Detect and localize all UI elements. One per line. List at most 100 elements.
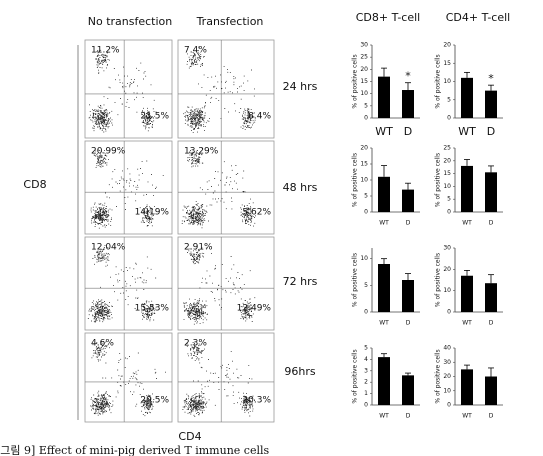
flow-panel [177,140,275,235]
y-tick-label: 20 [443,373,451,380]
flow-x-label: CD4 [178,430,201,443]
quadrant-percent: 8.4% [248,112,271,122]
quadrant-percent: 12.49% [237,304,272,314]
flow-dots [183,46,256,134]
x-tick-label: D [404,125,412,138]
x-tick-label: WT [462,320,472,327]
y-tick-label: 0 [364,402,368,409]
row-label: 48 hrs [283,181,318,194]
chart-header: CD8+ T-cell [356,11,420,24]
bar [461,275,473,312]
x-tick-label: D [489,220,494,227]
flow-panel [177,236,275,331]
y-tick-label: 5 [447,96,451,103]
quadrant-percent: 7.4% [184,46,207,56]
y-axis-label: % of positive cells [352,153,359,207]
y-tick-label: 5 [364,282,368,289]
y-axis-label: % of positive cells [435,54,442,108]
y-tick-label: 10 [443,387,451,394]
y-tick-label: 20 [360,145,368,152]
flow-dots [182,342,255,417]
y-tick-label: 20 [360,66,368,73]
y-axis-label: % of positive cells [352,349,359,403]
y-tick-label: 0 [447,115,451,122]
y-tick-label: 20 [443,42,451,49]
y-tick-label: 0 [364,309,368,316]
flow-dots [88,49,157,133]
y-axis-label: % of positive cells [435,253,442,307]
column-header: Transfection [196,15,264,28]
y-tick-label: 0 [447,209,451,216]
y-tick-label: 10 [443,183,451,190]
row-label: 96hrs [284,365,315,378]
quadrant-percent: 14.19% [135,208,170,218]
bar [485,376,497,405]
flow-y-label: CD8 [23,178,46,191]
y-tick-label: 25 [360,54,368,61]
y-tick-label: 20 [443,157,451,164]
y-tick-label: 15 [360,161,368,168]
y-tick-label: 2 [364,379,368,386]
flow-dots [87,244,157,323]
caption: [그림 9] Effect of mini-pig derived T immu… [0,444,269,456]
bar [402,189,414,212]
x-tick-label: WT [462,220,472,227]
quadrant-percent: 20.3% [242,396,271,406]
y-tick-label: 10 [360,177,368,184]
quadrant-percent: 29.5% [140,396,169,406]
flow-panel [177,39,275,139]
y-axis-label: % of positive cells [352,253,359,307]
bar [461,165,473,212]
x-tick-label: D [489,413,494,420]
bar [485,283,497,312]
flow-dots [90,149,164,229]
y-tick-label: 0 [364,115,368,122]
y-tick-label: 10 [360,255,368,262]
row-label: 24 hrs [283,80,318,93]
x-tick-label: D [487,125,495,138]
column-header: No transfection [88,15,173,28]
x-tick-label: WT [379,413,389,420]
y-tick-label: 15 [443,60,451,67]
y-tick-label: 3 [364,367,368,374]
annotation: * [488,72,494,85]
y-tick-label: 5 [364,102,368,109]
y-tick-label: 30 [443,359,451,366]
chart-header: CD4+ T-cell [446,11,510,24]
y-tick-label: 10 [360,90,368,97]
y-tick-label: 30 [443,245,451,252]
x-tick-label: WT [379,220,389,227]
bar [461,369,473,405]
quadrant-percent: 12.04% [91,243,126,253]
bar [402,90,414,118]
y-tick-label: 40 [443,345,451,352]
flow-panel [177,332,275,423]
bar [378,264,390,312]
flow-dots [183,247,256,325]
flow-panel [84,140,173,235]
quadrant-percent: 2.3% [184,339,207,349]
flow-panel [84,236,173,331]
bar [485,90,497,118]
y-axis-label: % of positive cells [435,153,442,207]
x-tick-label: WT [462,413,472,420]
quadrant-percent: 11.2% [91,46,120,56]
quadrant-percent: 15.53% [135,304,170,314]
x-tick-label: WT [379,320,389,327]
flow-panel [84,39,173,139]
bar [461,77,473,118]
y-tick-label: 0 [447,309,451,316]
x-tick-label: D [406,220,411,227]
quadrant-percent: 21.5% [140,112,169,122]
bar [402,280,414,312]
x-tick-label: WT [375,125,393,138]
quadrant-percent: 5.62% [242,208,271,218]
x-tick-label: D [406,413,411,420]
y-tick-label: 1 [364,390,368,397]
flow-panel [84,332,173,423]
quadrant-percent: 20.99% [91,147,126,157]
x-tick-label: D [489,320,494,327]
x-tick-label: WT [458,125,476,138]
bar [378,176,390,212]
